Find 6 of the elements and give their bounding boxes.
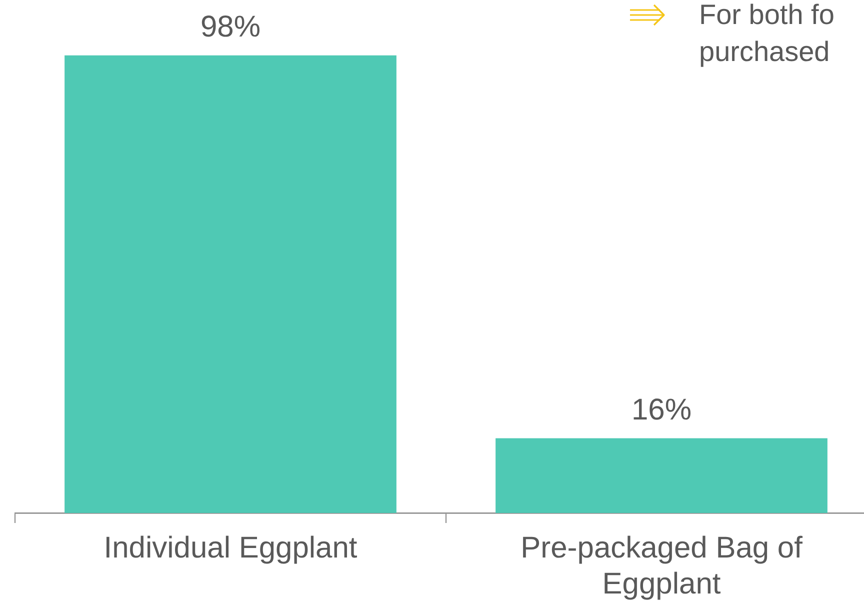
category-label: Eggplant (602, 567, 721, 600)
category-label: Individual Eggplant (104, 531, 358, 564)
category-label: Pre-packaged Bag of (520, 531, 802, 564)
data-label: 98% (200, 10, 261, 44)
data-label: 16% (631, 394, 692, 427)
annotation: For both fo purchased (699, 0, 834, 69)
